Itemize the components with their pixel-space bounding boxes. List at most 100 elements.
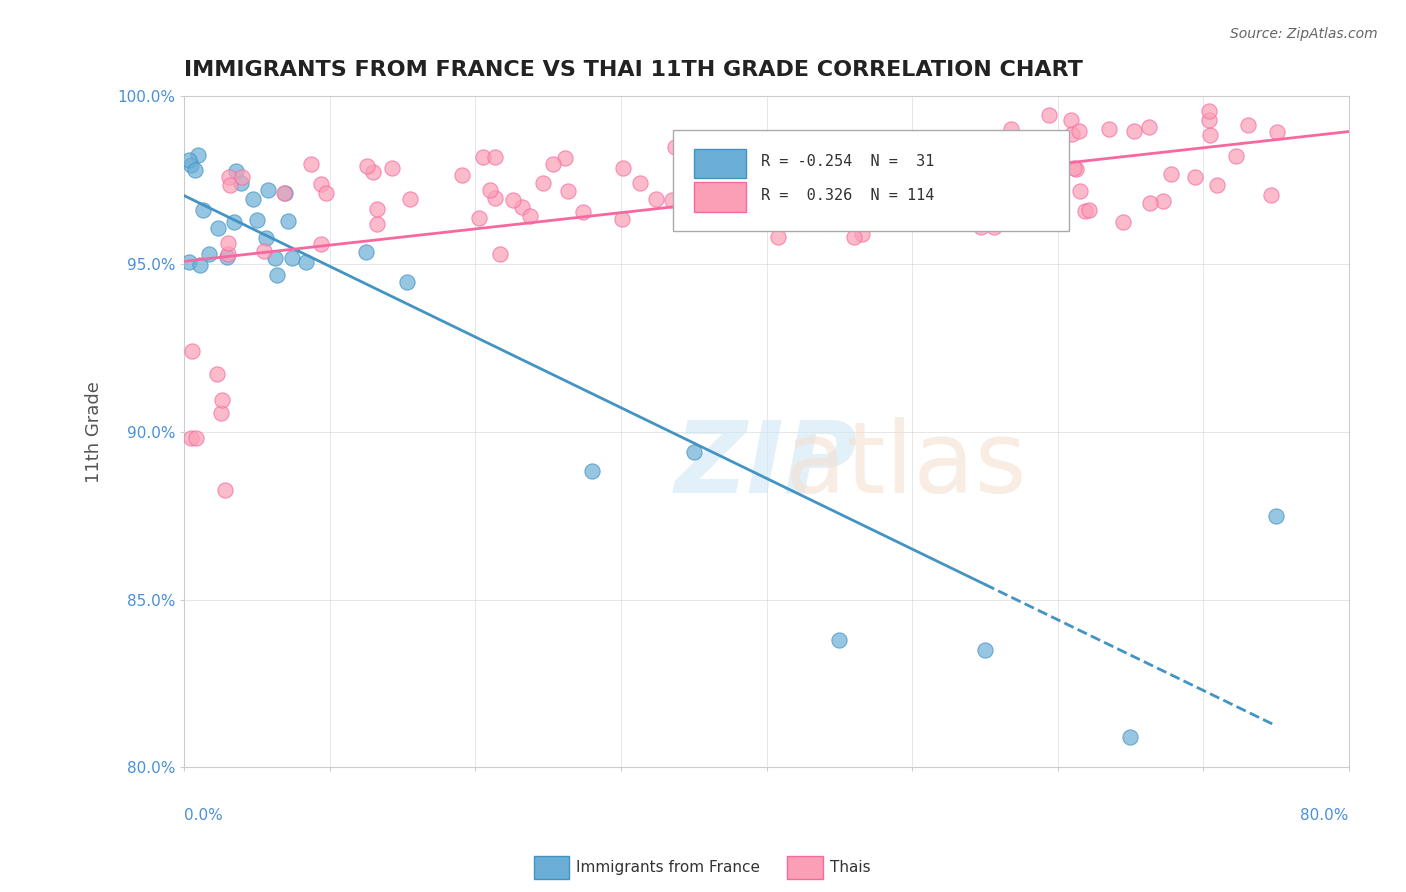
- Point: [1069, 124, 1091, 138]
- Point: [215, 250, 238, 264]
- Point: [218, 169, 240, 184]
- Point: [855, 186, 877, 200]
- Point: [1198, 112, 1220, 127]
- Point: [381, 161, 404, 176]
- Text: 80.0%: 80.0%: [1301, 807, 1348, 822]
- Point: [180, 158, 202, 172]
- Point: [741, 151, 763, 165]
- Point: [900, 211, 922, 225]
- Point: [1139, 196, 1161, 211]
- Point: [938, 201, 960, 215]
- Point: [973, 643, 995, 657]
- Text: Source: ZipAtlas.com: Source: ZipAtlas.com: [1230, 27, 1378, 41]
- Point: [180, 431, 202, 445]
- Text: IMMIGRANTS FROM FRANCE VS THAI 11TH GRADE CORRELATION CHART: IMMIGRANTS FROM FRANCE VS THAI 11TH GRAD…: [184, 60, 1083, 79]
- Point: [224, 215, 246, 229]
- Point: [873, 209, 896, 223]
- Point: [188, 258, 211, 272]
- Point: [900, 169, 922, 184]
- Point: [311, 236, 333, 251]
- Point: [264, 251, 287, 265]
- Point: [557, 184, 579, 198]
- Point: [704, 207, 727, 221]
- Point: [851, 227, 873, 242]
- Point: [217, 247, 239, 261]
- Point: [354, 245, 377, 260]
- Point: [581, 465, 603, 479]
- Point: [356, 159, 378, 173]
- Point: [478, 183, 501, 197]
- Point: [1184, 170, 1206, 185]
- Point: [682, 445, 704, 459]
- Text: ZIP: ZIP: [675, 417, 858, 514]
- Point: [1043, 197, 1066, 211]
- Point: [1063, 161, 1085, 175]
- Point: [366, 202, 388, 217]
- Point: [396, 275, 419, 289]
- Point: [1265, 124, 1288, 138]
- Point: [277, 214, 299, 228]
- Point: [361, 165, 384, 179]
- Point: [918, 160, 941, 174]
- Point: [1123, 124, 1146, 138]
- Point: [484, 150, 506, 164]
- Point: [531, 176, 554, 190]
- Point: [217, 235, 239, 250]
- Point: [484, 191, 506, 205]
- Point: [922, 175, 945, 189]
- Point: [254, 231, 277, 245]
- Point: [191, 202, 214, 217]
- Point: [510, 200, 533, 214]
- Point: [207, 221, 229, 235]
- Point: [844, 176, 866, 190]
- Point: [612, 161, 634, 175]
- Point: [450, 168, 472, 182]
- Point: [988, 146, 1011, 161]
- Point: [644, 192, 666, 206]
- Point: [751, 145, 773, 159]
- Point: [366, 218, 388, 232]
- Point: [280, 251, 302, 265]
- Text: Immigrants from France: Immigrants from France: [576, 861, 761, 875]
- Point: [815, 187, 838, 202]
- Point: [828, 632, 851, 647]
- Point: [468, 211, 491, 225]
- Point: [541, 156, 564, 170]
- Point: [728, 155, 751, 169]
- Point: [184, 162, 207, 177]
- Point: [780, 163, 803, 178]
- Point: [610, 212, 633, 227]
- Point: [519, 209, 541, 223]
- Point: [187, 148, 209, 162]
- Point: [488, 247, 510, 261]
- Point: [628, 176, 651, 190]
- Point: [931, 192, 953, 206]
- Point: [1098, 122, 1121, 136]
- Text: R =  0.326  N = 114: R = 0.326 N = 114: [761, 187, 934, 202]
- Point: [502, 193, 524, 207]
- Point: [1265, 508, 1288, 523]
- Point: [969, 220, 991, 235]
- Point: [554, 152, 576, 166]
- Point: [274, 186, 297, 200]
- Point: [1160, 167, 1182, 181]
- Point: [571, 205, 593, 219]
- Point: [181, 344, 204, 359]
- Point: [1198, 128, 1220, 142]
- Point: [664, 140, 686, 154]
- Point: [184, 431, 207, 445]
- Point: [955, 188, 977, 202]
- Point: [211, 392, 233, 407]
- Point: [762, 207, 785, 221]
- Point: [1062, 127, 1084, 141]
- Point: [1119, 730, 1142, 744]
- Point: [896, 185, 918, 199]
- Point: [472, 151, 495, 165]
- Text: Thais: Thais: [830, 861, 870, 875]
- Point: [315, 186, 337, 200]
- Text: R = -0.254  N =  31: R = -0.254 N = 31: [761, 154, 934, 169]
- Point: [1074, 204, 1097, 219]
- Point: [1260, 187, 1282, 202]
- Point: [1000, 122, 1022, 136]
- Point: [765, 200, 787, 214]
